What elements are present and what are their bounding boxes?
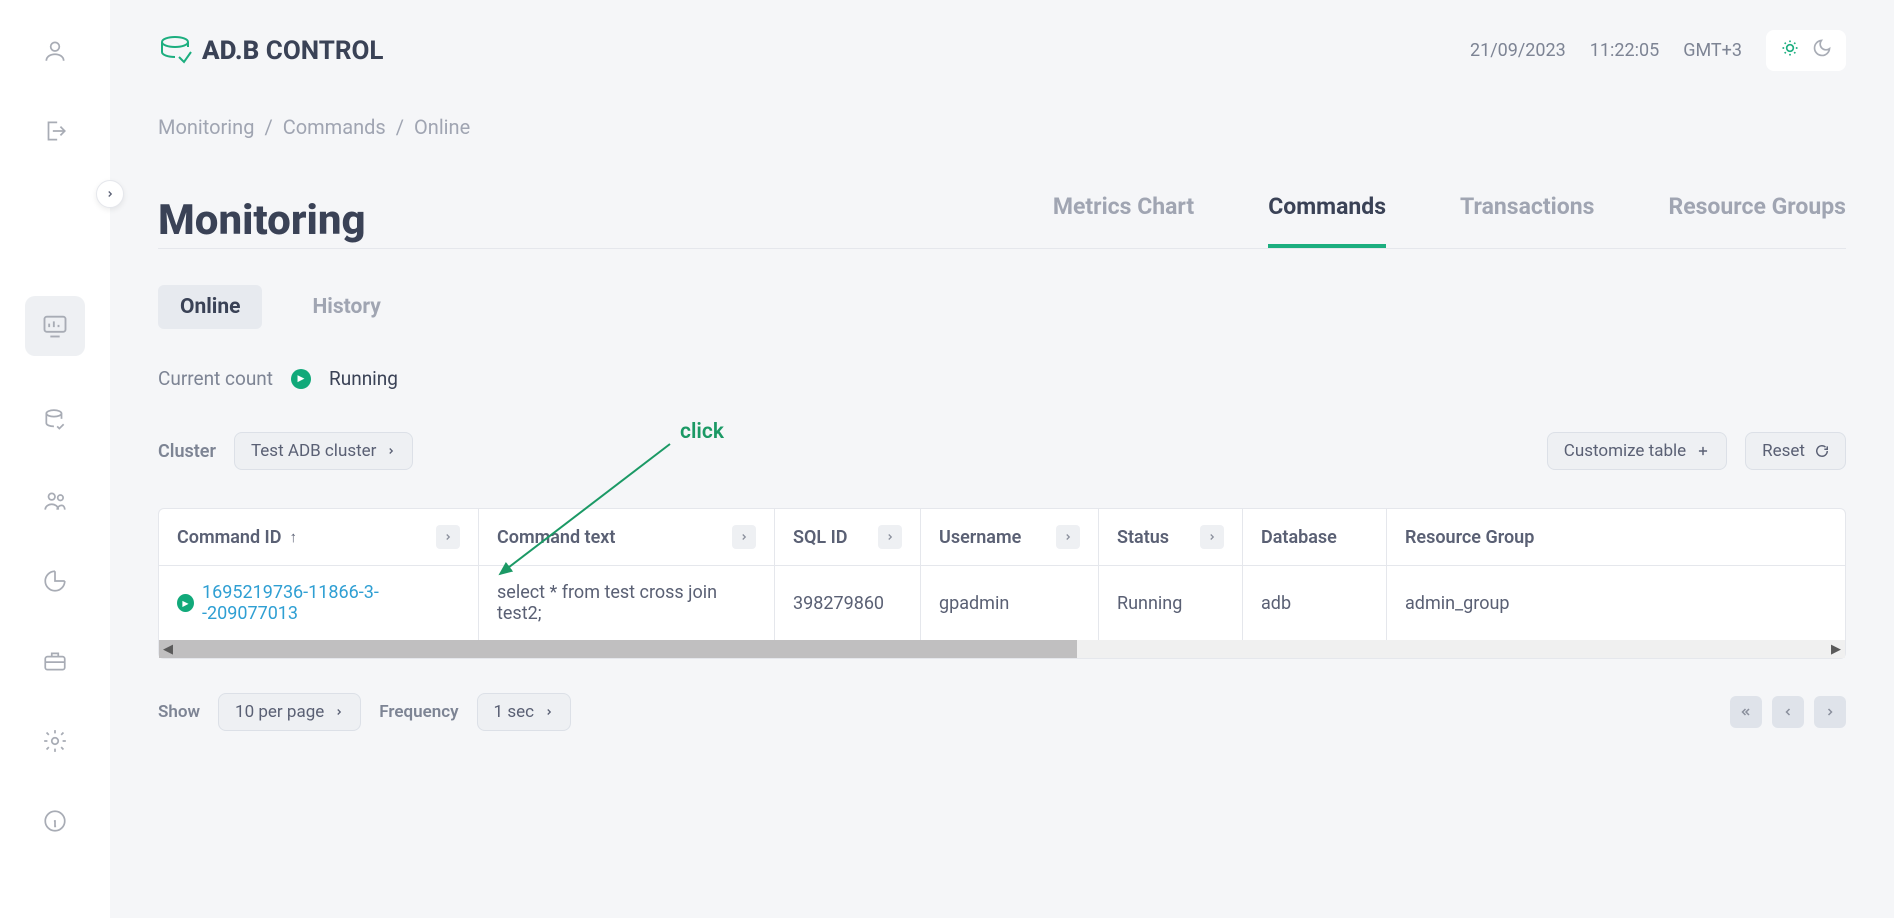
moon-icon[interactable] <box>1812 38 1832 63</box>
tabs: Metrics Chart Commands Transactions Reso… <box>1053 193 1846 248</box>
tab-metrics[interactable]: Metrics Chart <box>1053 193 1194 248</box>
pager <box>1730 696 1846 728</box>
th-sql-id[interactable]: SQL ID <box>775 509 921 565</box>
sub-tabs: Online History <box>158 285 1846 329</box>
user-icon[interactable] <box>40 36 70 66</box>
table-header: Command ID ↑ Command text SQL ID <box>159 509 1845 566</box>
settings-icon[interactable] <box>40 726 70 756</box>
users-icon[interactable] <box>40 486 70 516</box>
pie-chart-icon[interactable] <box>40 566 70 596</box>
tab-transactions[interactable]: Transactions <box>1460 193 1594 248</box>
main-content: AD.B CONTROL 21/09/2023 11:22:05 GMT+3 M… <box>110 0 1894 918</box>
sun-icon[interactable] <box>1780 38 1800 63</box>
th-command-id[interactable]: Command ID ↑ <box>159 509 479 565</box>
filter-sqlid-button[interactable] <box>878 525 902 549</box>
cluster-value: Test ADB cluster <box>251 441 376 461</box>
monitoring-icon[interactable] <box>25 296 85 356</box>
status-value: Running <box>329 367 398 390</box>
plus-icon <box>1696 444 1710 458</box>
page-title: Monitoring <box>158 196 1053 245</box>
refresh-icon <box>1815 444 1829 458</box>
status-row: Current count ▶ Running <box>158 367 1846 390</box>
reset-button[interactable]: Reset <box>1745 432 1846 470</box>
logo[interactable]: AD.B CONTROL <box>158 36 383 66</box>
th-username[interactable]: Username <box>921 509 1099 565</box>
th-database[interactable]: Database <box>1243 509 1387 565</box>
th-resource-group[interactable]: Resource Group <box>1387 509 1845 565</box>
subtab-history[interactable]: History <box>290 285 402 329</box>
chevron-right-icon <box>386 446 396 456</box>
filter-cmdtext-button[interactable] <box>732 525 756 549</box>
chevron-right-icon <box>544 707 554 717</box>
th-command-text[interactable]: Command text <box>479 509 775 565</box>
pager-next[interactable] <box>1814 696 1846 728</box>
td-resource-group: admin_group <box>1387 566 1845 640</box>
th-status[interactable]: Status <box>1099 509 1243 565</box>
logo-icon <box>158 36 192 66</box>
td-database: adb <box>1243 566 1387 640</box>
frequency-label: Frequency <box>379 702 458 722</box>
filter-cmdid-button[interactable] <box>436 525 460 549</box>
table-row: ▶ 1695219736-11866-3--209077013 select *… <box>159 566 1845 640</box>
info-icon[interactable] <box>40 806 70 836</box>
td-status: Running <box>1099 566 1243 640</box>
header-meta: 21/09/2023 11:22:05 GMT+3 <box>1470 30 1846 71</box>
briefcase-icon[interactable] <box>40 646 70 676</box>
logo-suffix: CONTROL <box>259 36 383 66</box>
header-date: 21/09/2023 <box>1470 40 1566 61</box>
header: AD.B CONTROL 21/09/2023 11:22:05 GMT+3 <box>158 30 1846 71</box>
td-sql-id: 398279860 <box>775 566 921 640</box>
scroll-left-icon[interactable]: ◀ <box>159 640 177 658</box>
td-command-id: ▶ 1695219736-11866-3--209077013 <box>159 566 479 640</box>
command-id-link[interactable]: 1695219736-11866-3--209077013 <box>202 582 460 624</box>
header-time: 11:22:05 <box>1590 40 1659 61</box>
horizontal-scrollbar[interactable]: ◀ ▶ <box>159 640 1845 658</box>
sort-asc-icon: ↑ <box>289 528 297 546</box>
running-dot-icon: ▶ <box>177 594 194 612</box>
tab-resource-groups[interactable]: Resource Groups <box>1668 193 1846 248</box>
commands-table: Command ID ↑ Command text SQL ID <box>158 508 1846 659</box>
subtab-online[interactable]: Online <box>158 285 262 329</box>
title-row: Monitoring Metrics Chart Commands Transa… <box>158 193 1846 249</box>
footer-row: Show 10 per page Frequency 1 sec <box>158 693 1846 731</box>
customize-table-button[interactable]: Customize table <box>1547 432 1727 470</box>
logout-icon[interactable] <box>40 116 70 146</box>
pager-prev[interactable] <box>1772 696 1804 728</box>
filter-username-button[interactable] <box>1056 525 1080 549</box>
filter-row: Cluster Test ADB cluster Customize table… <box>158 432 1846 470</box>
scroll-right-icon[interactable]: ▶ <box>1827 640 1845 658</box>
status-label: Current count <box>158 367 273 390</box>
breadcrumb-commands[interactable]: Commands <box>283 115 386 139</box>
header-tz: GMT+3 <box>1683 40 1742 61</box>
frequency-selector[interactable]: 1 sec <box>477 693 571 731</box>
logo-prefix: AD.B <box>202 36 259 66</box>
running-dot-icon: ▶ <box>291 369 311 389</box>
cluster-selector[interactable]: Test ADB cluster <box>234 432 413 470</box>
show-label: Show <box>158 702 200 722</box>
theme-toggle[interactable] <box>1766 30 1846 71</box>
breadcrumb-monitoring[interactable]: Monitoring <box>158 115 254 139</box>
filter-status-button[interactable] <box>1200 525 1224 549</box>
breadcrumb: Monitoring / Commands / Online <box>158 115 1846 139</box>
td-command-text: select * from test cross join test2; <box>479 566 775 640</box>
breadcrumb-online[interactable]: Online <box>414 115 470 139</box>
pager-first[interactable] <box>1730 696 1762 728</box>
chevron-right-icon <box>334 707 344 717</box>
cluster-label: Cluster <box>158 441 216 462</box>
sidebar <box>0 0 110 918</box>
scroll-thumb[interactable] <box>177 640 1077 658</box>
tab-commands[interactable]: Commands <box>1268 193 1386 248</box>
page-size-selector[interactable]: 10 per page <box>218 693 361 731</box>
database-check-icon[interactable] <box>40 406 70 436</box>
td-username: gpadmin <box>921 566 1099 640</box>
